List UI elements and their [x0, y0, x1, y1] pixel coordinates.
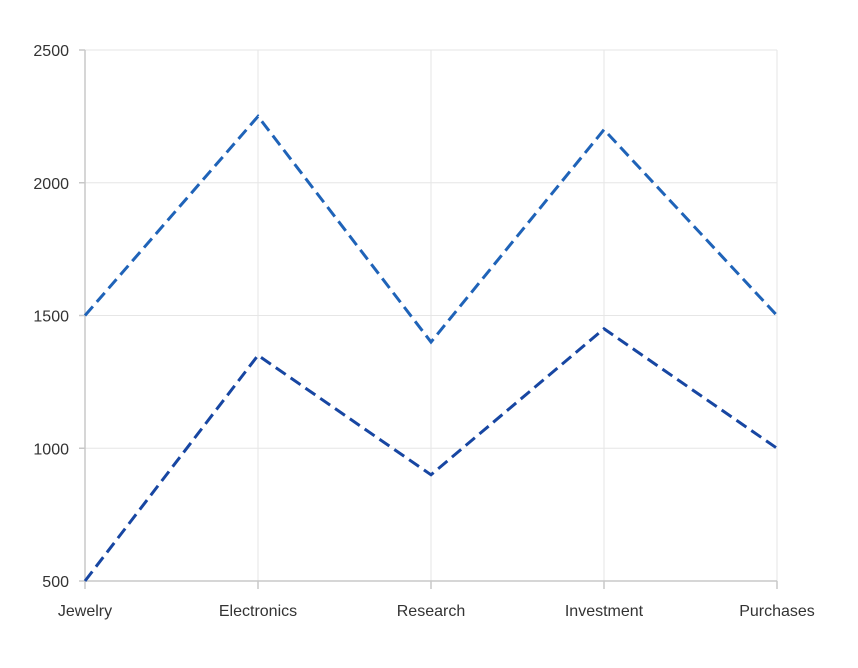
x-tick-label: Purchases: [739, 603, 815, 620]
x-tick-label: Electronics: [219, 603, 297, 620]
x-tick-label: Research: [397, 603, 465, 620]
grid: [84, 49, 778, 582]
y-tick-label: 2500: [33, 43, 69, 60]
series-group: [83, 114, 779, 582]
x-tick-label: Jewelry: [58, 603, 112, 620]
y-tick-label: 1000: [33, 441, 69, 458]
y-tick-label: 1500: [33, 309, 69, 326]
axes: [79, 49, 778, 589]
series-line-1: [83, 114, 779, 345]
series-line-2: [83, 326, 778, 582]
y-tick-label: 2000: [33, 176, 69, 193]
tick-labels: 500 1000 1500 2000 2500 Jewelry Electronics Res…: [33, 43, 814, 620]
x-tick-label: Investment: [565, 603, 644, 620]
y-tick-label: 500: [42, 574, 69, 591]
